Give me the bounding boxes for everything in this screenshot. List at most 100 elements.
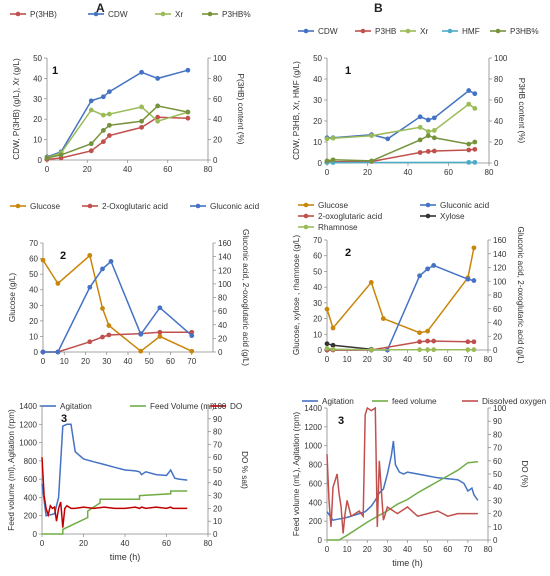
data-point [431, 347, 437, 353]
y2-tick-label: 0 [494, 159, 499, 168]
y2-tick-label: 20 [493, 510, 502, 519]
data-point [100, 306, 105, 311]
data-point [472, 106, 478, 111]
legend-marker [360, 28, 366, 34]
y2-tick-label: 70 [213, 440, 222, 449]
data-point [155, 103, 161, 109]
data-point [431, 338, 437, 344]
series-line [42, 254, 193, 353]
legend-marker [195, 203, 201, 209]
x-tick-label: 20 [79, 539, 88, 548]
x-axis-title: time (h) [110, 552, 141, 562]
y2-axis-title: Gluconic acid, 2-oxoglutaric acid (g/L) [516, 227, 525, 364]
data-point [417, 114, 423, 120]
legend-marker [303, 28, 309, 34]
data-point [100, 128, 106, 133]
data-point [471, 347, 477, 353]
x-tick-label: 30 [102, 357, 111, 366]
legend-label: Agitation [60, 402, 92, 411]
y-tick-label: 10 [33, 136, 42, 145]
y-tick-label: 10 [313, 330, 322, 339]
data-point [324, 136, 330, 142]
data-point [417, 137, 423, 143]
legend-label: DO [230, 402, 242, 411]
data-point [471, 278, 477, 283]
y-tick-label: 1400 [19, 402, 37, 411]
y2-tick-label: 10 [493, 523, 502, 532]
legend-marker [15, 11, 21, 17]
legend-label: P3HB% [222, 10, 251, 19]
y2-tick-label: 90 [213, 415, 222, 424]
data-point [425, 347, 431, 353]
y-tick-label: 0 [38, 156, 43, 165]
y2-tick-label: 120 [218, 266, 232, 275]
y2-tick-label: 70 [493, 444, 502, 453]
y-tick-label: 40 [313, 75, 322, 84]
data-point [417, 339, 422, 345]
data-point [466, 159, 472, 165]
y-tick-label: 20 [313, 117, 322, 126]
data-point [385, 136, 391, 142]
y2-tick-label: 30 [213, 492, 222, 501]
data-point [471, 339, 477, 345]
y-tick-label: 1000 [19, 439, 37, 448]
x-tick-label: 60 [443, 545, 452, 554]
data-point [139, 69, 144, 75]
data-point [425, 149, 431, 154]
x-tick-label: 80 [204, 539, 213, 548]
y2-tick-label: 100 [218, 280, 232, 289]
data-point [324, 306, 330, 312]
data-point [369, 133, 374, 139]
legend: Agitation feed volume Dissolved oxygen [302, 397, 547, 406]
x-tick-label: 70 [187, 357, 196, 366]
data-point [155, 114, 161, 120]
data-point [87, 284, 93, 290]
y2-tick-label: 20 [493, 332, 502, 341]
y-tick-label: 200 [309, 517, 323, 526]
x-tick-label: 40 [124, 357, 133, 366]
y2-tick-label: 50 [493, 470, 502, 479]
y2-tick-label: 40 [213, 115, 222, 124]
legend: Glucose 2-Oxoglutaric acid Gluconic acid [10, 202, 260, 211]
y-tick-label: 30 [313, 96, 322, 105]
y-tick-label: 200 [24, 512, 38, 521]
data-point [425, 328, 431, 334]
series-line [327, 264, 475, 351]
y2-tick-label: 80 [493, 291, 502, 300]
legend-marker [447, 28, 453, 34]
data-point [472, 159, 478, 165]
x-tick-label: 20 [363, 545, 372, 554]
y-tick-label: 1000 [304, 442, 322, 451]
data-point [417, 124, 423, 130]
legend-marker [303, 224, 309, 230]
series-line [326, 347, 474, 351]
x-tick-label: 60 [444, 168, 453, 177]
data-point [324, 346, 330, 351]
x-tick-label: 10 [343, 355, 352, 364]
data-point [185, 115, 191, 121]
data-point [55, 349, 61, 355]
legend-marker [303, 202, 309, 208]
y2-tick-label: 60 [493, 305, 502, 314]
data-point [138, 331, 144, 337]
y-axis-title: Feed volume (mL), Agitation (rpm) [292, 412, 301, 536]
data-point [100, 94, 106, 100]
data-point [87, 253, 93, 258]
data-point [431, 135, 437, 141]
series-line [326, 148, 475, 163]
series-line [43, 260, 193, 353]
y-tick-label: 400 [24, 493, 38, 502]
data-point [44, 155, 50, 161]
legend-label: Glucose [318, 201, 348, 210]
legend-label: HMF [462, 27, 480, 36]
legend-label: CDW [108, 10, 128, 19]
data-point [106, 89, 112, 95]
data-point [465, 347, 471, 353]
data-point [40, 257, 46, 263]
y-tick-label: 1400 [304, 404, 322, 413]
data-point [87, 339, 93, 345]
y-tick-label: 0 [34, 348, 39, 357]
series-line [46, 105, 189, 159]
y2-tick-label: 40 [493, 483, 502, 492]
data-point [330, 346, 336, 352]
